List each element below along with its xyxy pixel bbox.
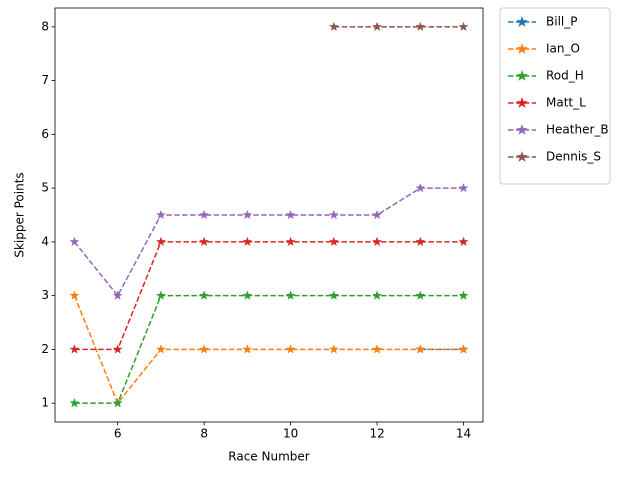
- point-marker: [372, 21, 383, 32]
- point-marker: [285, 344, 296, 354]
- y-axis-label: Skipper Points: [13, 172, 27, 257]
- legend-marker: [516, 123, 528, 135]
- point-marker: [155, 344, 166, 354]
- point-marker: [112, 397, 123, 408]
- legend-marker: [516, 96, 528, 108]
- point-marker: [69, 344, 80, 354]
- point-marker: [458, 344, 469, 354]
- point-marker: [415, 236, 426, 247]
- y-tick-label: 1: [41, 396, 49, 410]
- legend-marker: [516, 42, 528, 54]
- point-marker: [242, 236, 253, 247]
- point-marker: [328, 344, 339, 354]
- series-line: [74, 241, 464, 351]
- x-tick-label: 8: [200, 427, 208, 441]
- legend-label: Heather_B: [546, 123, 609, 137]
- y-tick-label: 5: [41, 181, 49, 195]
- point-marker: [242, 209, 253, 220]
- point-marker: [112, 344, 123, 354]
- point-marker: [155, 290, 166, 300]
- y-tick-label: 2: [41, 342, 49, 356]
- point-marker: [372, 344, 383, 354]
- point-marker: [458, 236, 469, 247]
- point-marker: [328, 290, 339, 300]
- x-tick-label: 6: [114, 427, 122, 441]
- point-marker: [285, 236, 296, 247]
- y-tick-label: 6: [41, 127, 49, 141]
- series-line: [74, 294, 464, 404]
- series-line: [73, 295, 464, 405]
- point-marker: [372, 209, 383, 220]
- point-marker: [458, 182, 469, 193]
- x-tick-label: 12: [369, 427, 384, 441]
- point-marker: [155, 236, 166, 247]
- point-marker: [415, 182, 426, 193]
- y-tick-label: 7: [41, 73, 49, 87]
- legend-marker: [516, 15, 528, 27]
- point-marker: [242, 290, 253, 300]
- legend-label: Rod_H: [546, 69, 584, 83]
- point-marker: [69, 290, 80, 300]
- point-marker: [415, 290, 426, 300]
- point-marker: [328, 209, 339, 220]
- point-marker: [199, 290, 210, 300]
- series-line: [73, 187, 464, 298]
- point-marker: [415, 21, 426, 32]
- legend-marker: [516, 69, 528, 81]
- point-marker: [69, 397, 80, 408]
- x-axis-label: Race Number: [228, 450, 309, 464]
- point-marker: [458, 290, 469, 300]
- legend-box: [499, 7, 611, 185]
- point-marker: [372, 290, 383, 300]
- y-tick-label: 4: [41, 234, 49, 248]
- point-marker: [199, 344, 210, 354]
- x-tick-label: 10: [283, 427, 298, 441]
- point-marker: [372, 236, 383, 247]
- point-marker: [415, 344, 426, 354]
- y-tick-label: 8: [41, 19, 49, 33]
- legend: Bill_P Ian_O Rod_H Matt_L Heather_B Dennis_S: [499, 7, 611, 185]
- point-marker: [199, 209, 210, 220]
- point-marker: [285, 290, 296, 300]
- point-marker: [69, 236, 80, 247]
- point-marker: [328, 236, 339, 247]
- x-tick-label: 14: [456, 427, 471, 441]
- point-marker: [112, 290, 123, 300]
- point-marker: [242, 344, 253, 354]
- legend-label: Dennis_S: [546, 150, 601, 164]
- point-marker: [155, 209, 166, 220]
- legend-label: Matt_L: [546, 96, 586, 110]
- plot-frame: [54, 7, 484, 423]
- point-marker: [199, 236, 210, 247]
- point-marker: [285, 209, 296, 220]
- point-marker: [328, 21, 339, 32]
- legend-label: Bill_P: [546, 15, 577, 29]
- y-tick-label: 3: [41, 288, 49, 302]
- point-marker: [458, 21, 469, 32]
- legend-marker: [516, 150, 528, 162]
- legend-label: Ian_O: [546, 42, 580, 56]
